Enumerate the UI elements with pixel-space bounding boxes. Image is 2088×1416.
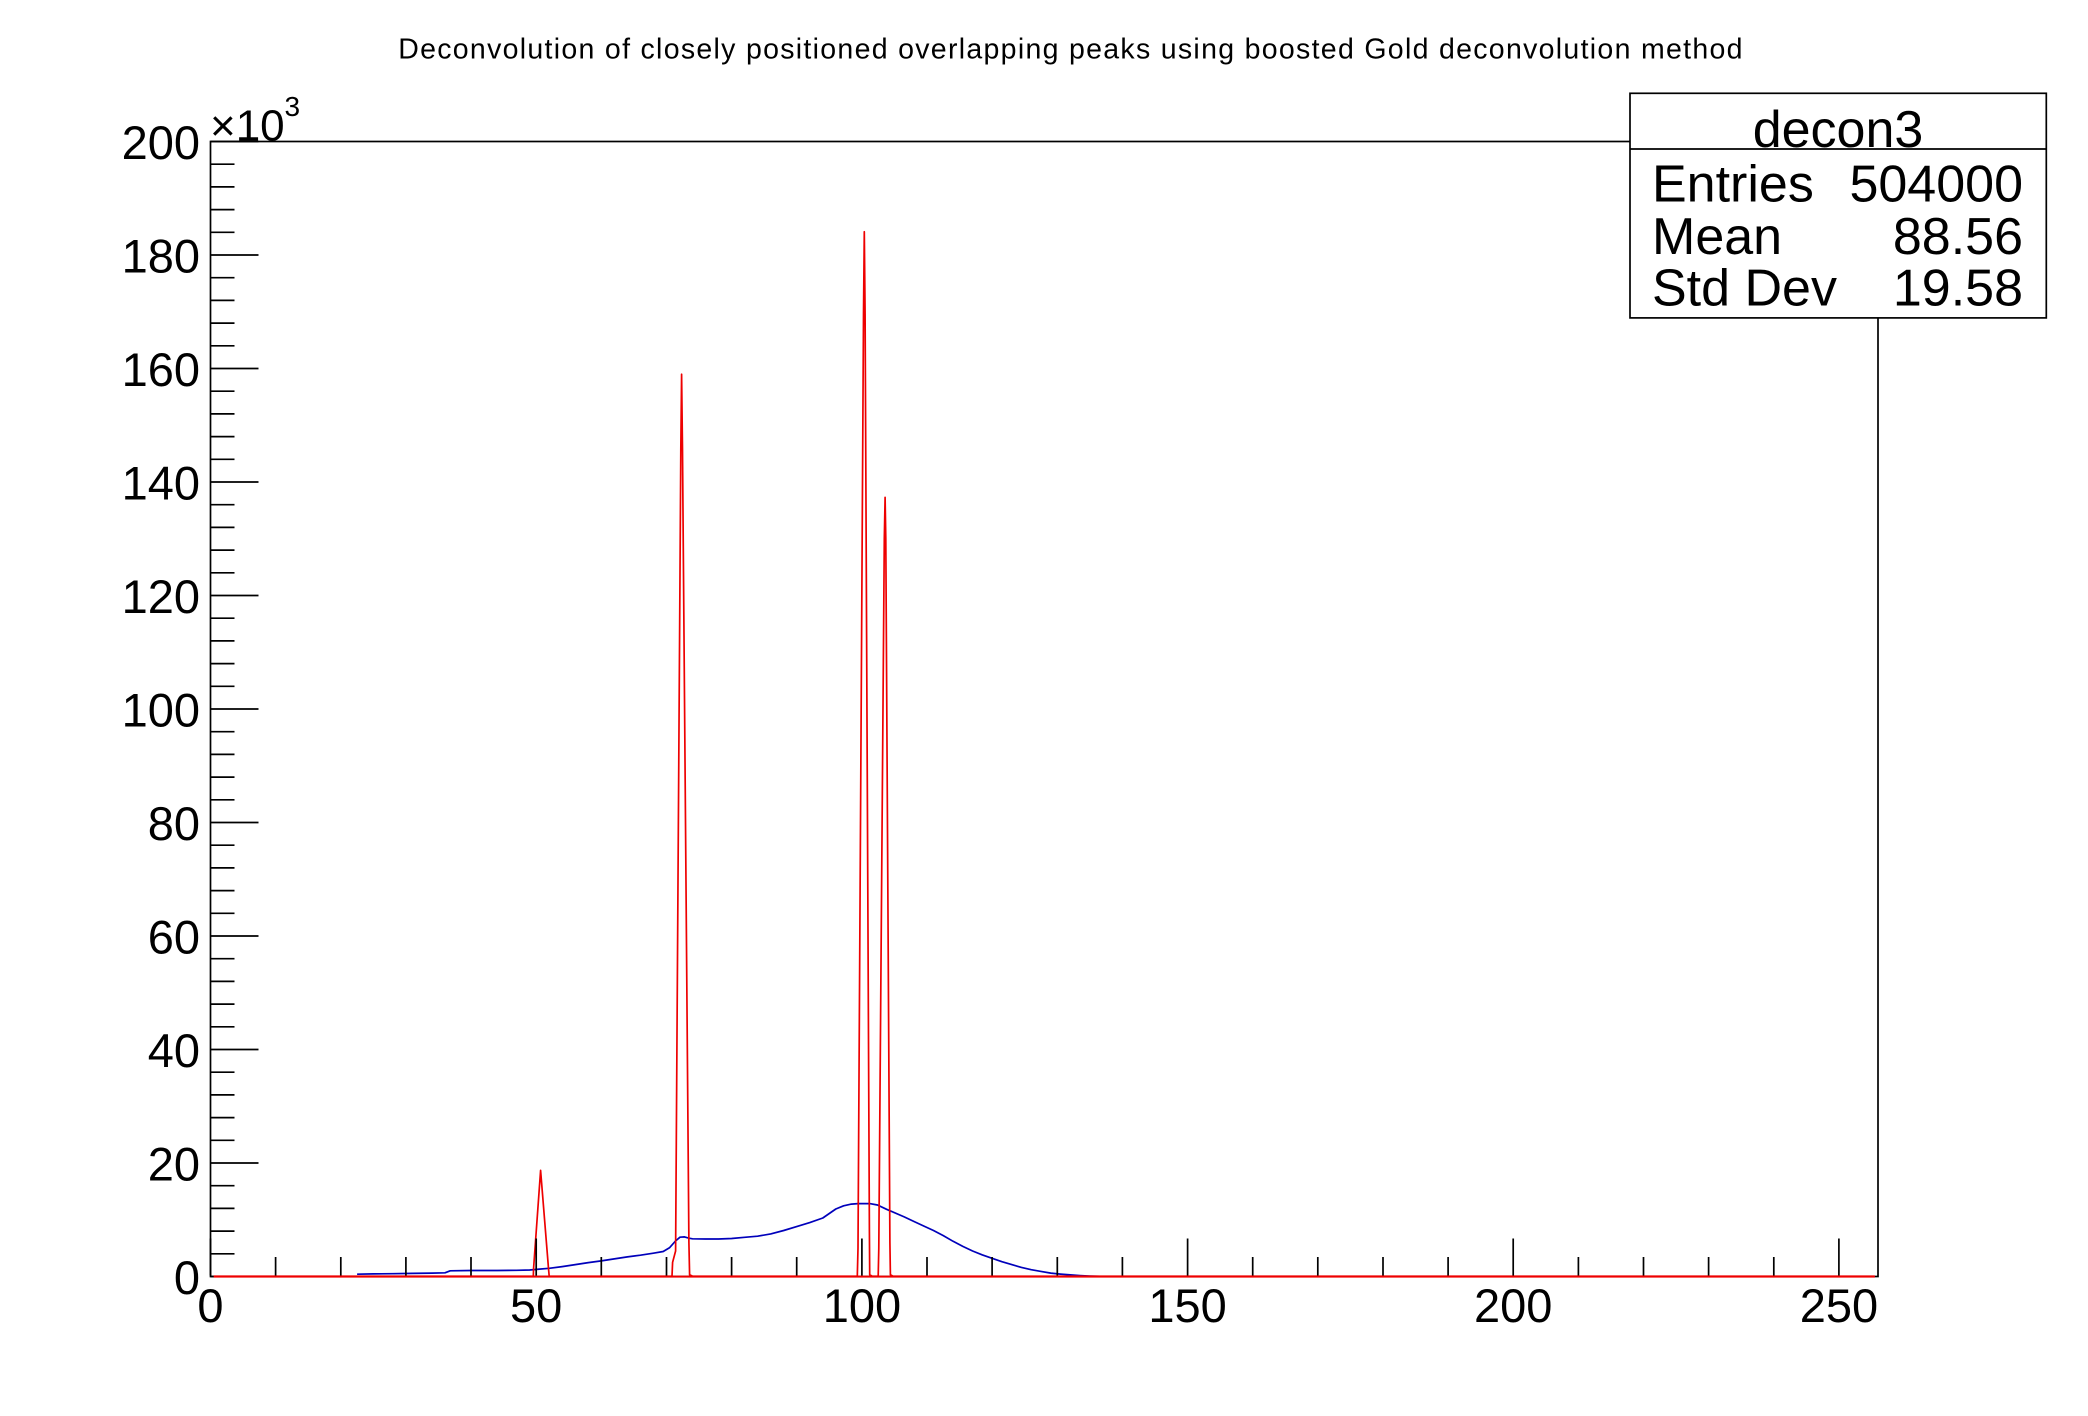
svg-text:×10: ×10	[210, 102, 285, 151]
svg-text:Deconvolution of closely posit: Deconvolution of closely positioned over…	[398, 34, 1744, 66]
svg-text:200: 200	[122, 116, 200, 169]
svg-text:19.58: 19.58	[1893, 260, 2023, 318]
svg-text:200: 200	[1474, 1279, 1552, 1332]
svg-text:Mean: Mean	[1652, 208, 1782, 266]
svg-text:180: 180	[122, 230, 200, 283]
svg-text:0: 0	[174, 1251, 200, 1304]
svg-text:160: 160	[122, 343, 200, 396]
svg-text:60: 60	[148, 911, 200, 964]
svg-text:3: 3	[285, 91, 301, 122]
svg-text:100: 100	[823, 1279, 901, 1332]
svg-text:50: 50	[510, 1279, 562, 1332]
svg-text:88.56: 88.56	[1893, 208, 2023, 266]
svg-text:Std Dev: Std Dev	[1652, 260, 1837, 318]
svg-text:80: 80	[148, 797, 200, 850]
svg-text:150: 150	[1148, 1279, 1226, 1332]
svg-text:0: 0	[197, 1279, 223, 1332]
svg-text:decon3: decon3	[1753, 101, 1924, 159]
svg-text:20: 20	[148, 1138, 200, 1191]
svg-text:120: 120	[122, 570, 200, 623]
svg-text:100: 100	[122, 684, 200, 737]
svg-text:140: 140	[122, 457, 200, 510]
svg-text:504000: 504000	[1849, 156, 2023, 214]
svg-text:250: 250	[1800, 1279, 1878, 1332]
svg-text:40: 40	[148, 1024, 200, 1077]
svg-text:Entries: Entries	[1652, 156, 1814, 214]
